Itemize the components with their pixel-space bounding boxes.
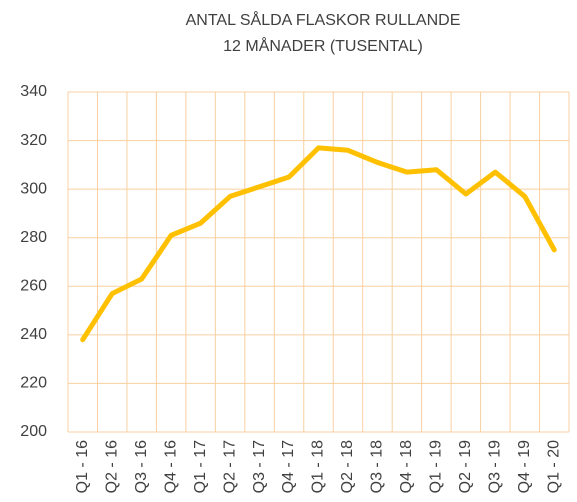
x-tick-label: Q2 - 16 — [103, 440, 120, 493]
x-tick-label: Q3 - 19 — [487, 440, 504, 493]
x-tick-label: Q2 - 17 — [221, 440, 238, 493]
x-tick-label: Q4 - 17 — [280, 440, 297, 493]
y-tick-label: 260 — [20, 278, 47, 295]
y-tick-label: 220 — [20, 375, 47, 392]
x-tick-label: Q1 - 17 — [192, 440, 209, 493]
y-tick-label: 320 — [20, 132, 47, 149]
y-tick-label: 300 — [20, 180, 47, 197]
x-tick-label: Q4 - 16 — [162, 440, 179, 493]
x-tick-label: Q1 - 19 — [428, 440, 445, 493]
x-tick-label: Q2 - 18 — [339, 440, 356, 493]
x-tick-label: Q4 - 18 — [398, 440, 415, 493]
x-tick-label: Q3 - 17 — [251, 440, 268, 493]
x-tick-label: Q3 - 16 — [133, 440, 150, 493]
chart-title: ANTAL SÅLDA FLASKOR RULLANDE — [186, 10, 461, 29]
x-tick-label: Q2 - 19 — [457, 440, 474, 493]
x-tick-label: Q1 - 18 — [310, 440, 327, 493]
y-tick-label: 200 — [20, 423, 47, 440]
y-tick-label: 340 — [20, 83, 47, 100]
y-tick-label: 240 — [20, 326, 47, 343]
x-tick-label: Q1 - 16 — [74, 440, 91, 493]
y-tick-label: 280 — [20, 229, 47, 246]
chart-title: 12 MÅNADER (TUSENTAL) — [223, 36, 423, 55]
x-tick-label: Q1 - 20 — [545, 440, 562, 493]
x-tick-label: Q4 - 19 — [516, 440, 533, 493]
data-line — [80, 145, 557, 343]
x-tick-label: Q3 - 18 — [369, 440, 386, 493]
